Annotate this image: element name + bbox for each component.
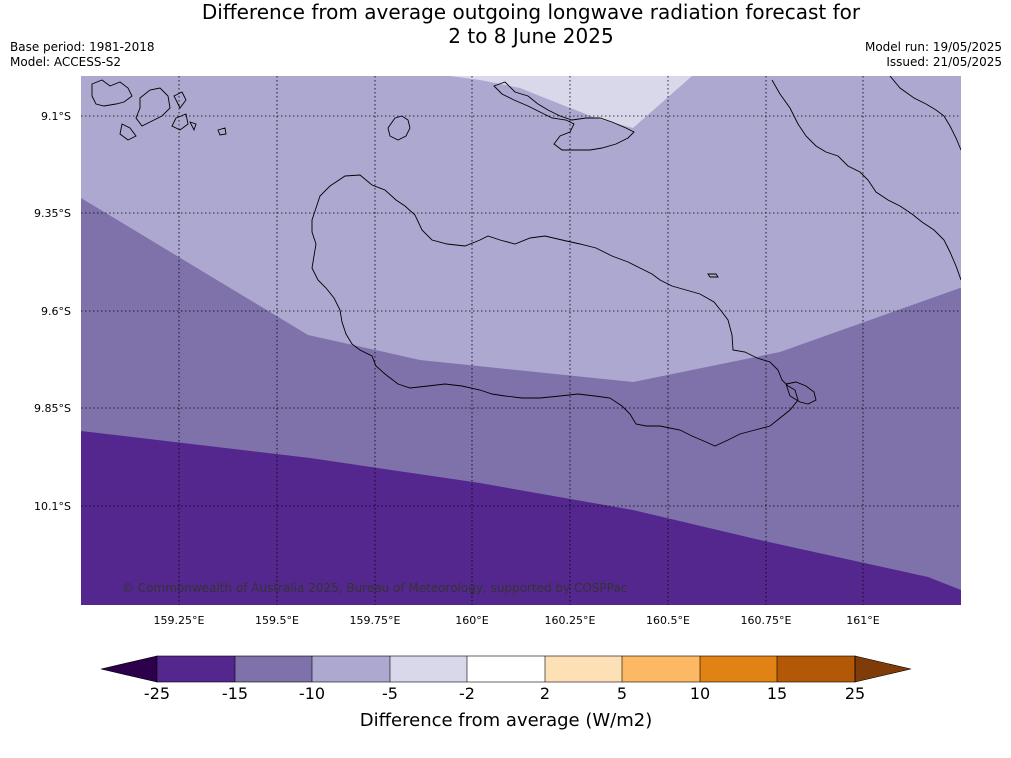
lat-label: 9.6°S bbox=[41, 305, 71, 318]
map-title: Difference from average outgoing longwav… bbox=[0, 0, 1011, 48]
colorbar-tick-label: 10 bbox=[690, 684, 710, 703]
colorbar-tick-label: 2 bbox=[540, 684, 550, 703]
lat-label: 9.85°S bbox=[34, 402, 71, 415]
longitude-labels: 159.25°E 159.5°E 159.75°E 160°E 160.25°E… bbox=[154, 614, 880, 627]
coastlines bbox=[91, 76, 961, 447]
lon-label: 161°E bbox=[846, 614, 879, 627]
map-panel: © Commonwealth of Australia 2025, Bureau… bbox=[81, 76, 961, 605]
issued-date: Issued: 21/05/2025 bbox=[886, 55, 1002, 69]
colorbar: -25 -15 -10 -5 -2 2 5 10 15 25 Differenc… bbox=[100, 655, 912, 731]
lon-label: 160.25°E bbox=[545, 614, 596, 627]
model-run: Model run: 19/05/2025 bbox=[864, 40, 1002, 54]
coastline-savo-island bbox=[387, 115, 411, 141]
colorbar-outline bbox=[156, 655, 856, 683]
title-line-1: Difference from average outgoing longwav… bbox=[201, 0, 861, 24]
graticule bbox=[81, 76, 961, 605]
colorbar-tick-label: 15 bbox=[767, 684, 787, 703]
lat-label: 10.1°S bbox=[34, 500, 71, 513]
lat-label: 9.1°S bbox=[41, 110, 71, 123]
colorbar-segment bbox=[777, 656, 855, 682]
meta-right: Model run: 19/05/2025 Issued: 21/05/2025 bbox=[865, 40, 1002, 70]
colorbar-extend-high bbox=[854, 655, 912, 683]
colorbar-segment bbox=[390, 656, 467, 682]
colorbar-extend-low bbox=[100, 655, 158, 683]
colorbar-segment bbox=[700, 656, 777, 682]
lon-label: 160.75°E bbox=[741, 614, 792, 627]
colorbar-segment bbox=[467, 656, 545, 682]
colorbar-tick-label: -15 bbox=[222, 684, 248, 703]
colorbar-tick-label: 25 bbox=[845, 684, 865, 703]
coastline-malaita-north bbox=[889, 76, 961, 151]
lon-label: 159.75°E bbox=[350, 614, 401, 627]
lon-label: 160°E bbox=[455, 614, 488, 627]
colorbar-segment bbox=[312, 656, 390, 682]
band-minus25-minus15 bbox=[81, 431, 961, 605]
colorbar-tick-label: -10 bbox=[299, 684, 325, 703]
colorbar-tick-label: 5 bbox=[617, 684, 627, 703]
colorbar-segment bbox=[157, 656, 235, 682]
colorbar-segment bbox=[545, 656, 622, 682]
coastline-islet-east bbox=[707, 273, 719, 278]
lon-label: 159.25°E bbox=[154, 614, 205, 627]
coastline-malaita bbox=[771, 79, 961, 281]
coastline-florida-islands bbox=[493, 81, 635, 151]
band-minus5-minus2 bbox=[450, 76, 692, 128]
coastline-guadalcanal bbox=[311, 174, 799, 447]
colorbar-segment bbox=[235, 656, 312, 682]
colorbar-title: Difference from average (W/m2) bbox=[360, 710, 652, 731]
coastline-marau-sound bbox=[785, 381, 817, 405]
title-line-2: 2 to 8 June 2025 bbox=[448, 24, 614, 48]
colorbar-ticks: -25 -15 -10 -5 -2 2 5 10 15 25 bbox=[144, 684, 865, 703]
model-name: Model: ACCESS-S2 bbox=[10, 55, 122, 69]
latitude-labels: 9.1°S 9.35°S 9.6°S 9.85°S 10.1°S bbox=[34, 110, 71, 513]
copyright-notice: © Commonwealth of Australia 2025, Bureau… bbox=[122, 581, 627, 595]
lon-label: 159.5°E bbox=[255, 614, 299, 627]
colorbar-dividers bbox=[234, 656, 778, 682]
lat-label: 9.35°S bbox=[34, 207, 71, 220]
colorbar-segment bbox=[622, 656, 700, 682]
colorbar-tick-label: -25 bbox=[144, 684, 170, 703]
lon-label: 160.5°E bbox=[646, 614, 690, 627]
colorbar-tick-label: -2 bbox=[459, 684, 475, 703]
base-period: Base period: 1981-2018 bbox=[10, 40, 155, 54]
meta-left: Base period: 1981-2018 Model: ACCESS-S2 bbox=[10, 40, 155, 70]
colorbar-tick-label: -5 bbox=[382, 684, 398, 703]
